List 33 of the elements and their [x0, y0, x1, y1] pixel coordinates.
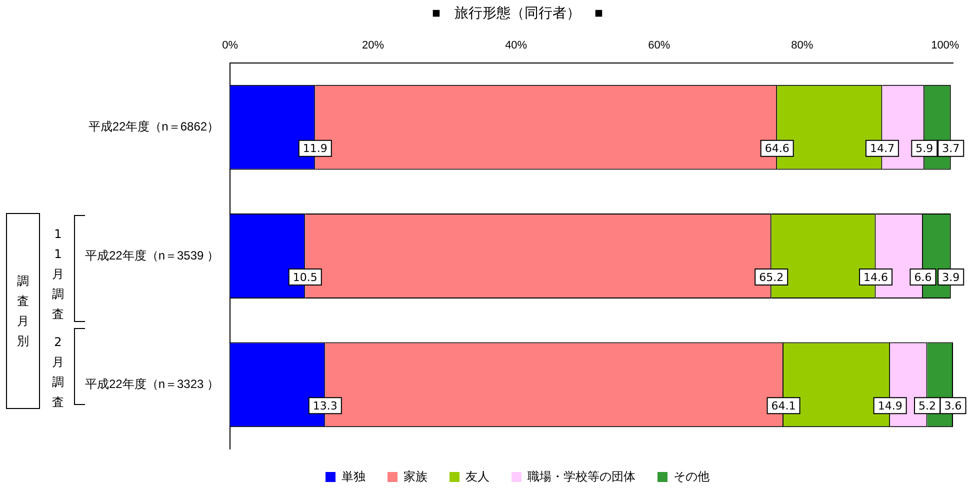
- data-label: 3.7: [942, 142, 960, 156]
- data-label: 11.9: [302, 142, 328, 156]
- data-label: 6.6: [914, 270, 932, 284]
- data-label: 64.6: [764, 142, 790, 156]
- chart-title: ■ 旅行形態（同行者） ■: [432, 4, 603, 20]
- data-label: 64.1: [771, 400, 796, 413]
- legend-label: 家族: [404, 469, 428, 484]
- text: 2月調査: [51, 334, 65, 411]
- data-label: 65.2: [759, 270, 784, 284]
- legend-label: その他: [674, 469, 710, 484]
- legend-label: 職場・学校等の団体: [528, 469, 636, 484]
- data-label: 13.3: [312, 400, 338, 413]
- y-tick-label: 平成22年度（n＝3323 ）: [84, 376, 220, 391]
- data-label: 14.7: [870, 142, 894, 156]
- x-tick-label: 40%: [505, 39, 528, 52]
- data-label: 14.9: [878, 400, 902, 413]
- data-label: 3.9: [942, 270, 960, 284]
- x-tick-label: 20%: [362, 39, 384, 52]
- y-tick-label: 平成22年度（n＝6862）: [88, 120, 220, 134]
- text: 調査月別: [16, 273, 30, 350]
- data-label: 5.2: [918, 400, 936, 413]
- data-label: 3.6: [944, 400, 962, 413]
- x-tick-label: 80%: [791, 39, 814, 52]
- x-tick-label: 60%: [648, 39, 670, 52]
- data-label: 10.5: [292, 270, 318, 284]
- x-tick-label: 100%: [931, 39, 960, 52]
- x-tick-label: 0%: [222, 39, 238, 52]
- data-label: 14.6: [864, 270, 888, 284]
- text: 11月調査: [51, 226, 65, 323]
- legend-label: 単独: [342, 469, 366, 484]
- legend-label: 友人: [466, 469, 490, 484]
- data-label: 5.9: [916, 142, 934, 156]
- y-tick-label: 平成22年度（n＝3539 ）: [84, 248, 220, 262]
